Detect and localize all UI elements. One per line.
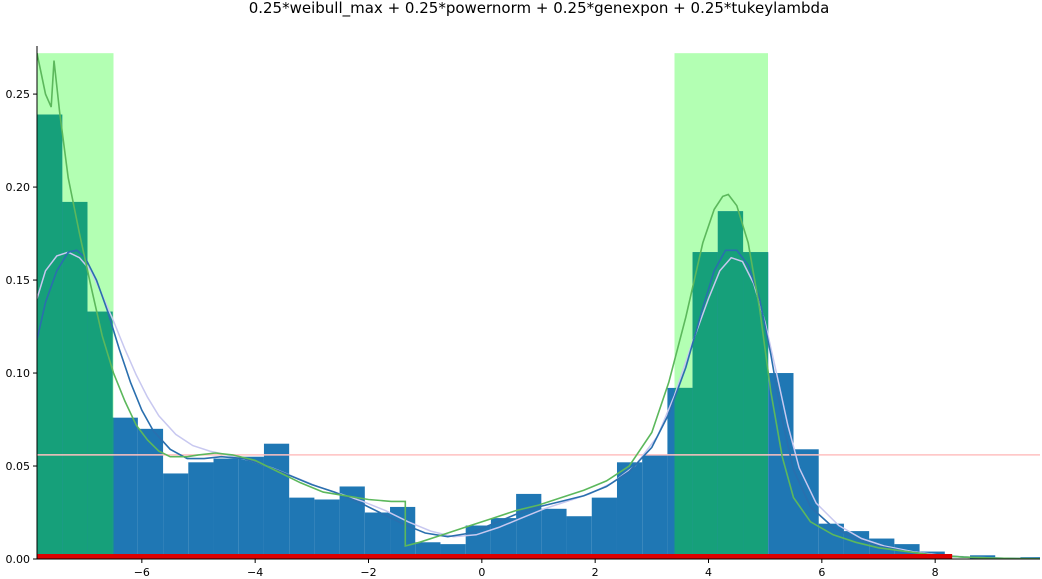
- density-curve-blue: [37, 249, 1040, 559]
- plot-content: [37, 53, 1040, 559]
- histogram-bar: [188, 462, 214, 559]
- histogram-bar: [541, 508, 567, 559]
- x-tick-label: 6: [818, 566, 825, 579]
- histogram-bar: [289, 497, 315, 559]
- histogram-bar-overlap: [674, 387, 693, 559]
- x-tick-label: −2: [360, 566, 376, 579]
- histogram-bar-overlap: [743, 252, 768, 559]
- histogram-bar-overlap: [112, 417, 114, 559]
- histogram-bar: [213, 458, 239, 559]
- histogram-bar: [314, 499, 340, 559]
- y-tick-label: 0.20: [6, 181, 31, 194]
- histogram-bar: [137, 428, 164, 559]
- x-tick-label: −6: [134, 566, 150, 579]
- y-tick-label: 0.10: [6, 367, 31, 380]
- rug-marks: [37, 554, 953, 559]
- x-tick-label: 8: [932, 566, 939, 579]
- histogram-bar: [490, 518, 517, 559]
- histogram-bar: [616, 462, 643, 559]
- y-tick-label: 0.00: [6, 553, 31, 566]
- histogram-bar: [238, 456, 264, 559]
- plot-area: −6 −4 −2 0 2 4 6 8 0.00 0.05 0.10 0.15 0.20 0.25: [6, 46, 1040, 579]
- histogram-bar: [516, 493, 542, 559]
- y-tick-label: 0.15: [6, 274, 31, 287]
- histogram-bar-overlap: [87, 311, 113, 559]
- histogram-bar: [642, 454, 668, 559]
- histogram-bar-overlap: [717, 211, 744, 559]
- histogram-bar: [566, 516, 592, 559]
- histogram-bar-overlap: [37, 114, 63, 559]
- density-curve-lavender: [37, 251, 1040, 559]
- y-tick-label: 0.25: [6, 88, 31, 101]
- x-tick-label: 2: [592, 566, 599, 579]
- density-curve-green: [37, 53, 1040, 559]
- x-tick-label: 4: [705, 566, 712, 579]
- histogram-bar: [591, 497, 617, 559]
- y-tick-label: 0.05: [6, 460, 31, 473]
- histogram-bar-overlap: [692, 252, 718, 559]
- chart-title: 0.25*weibull_max + 0.25*powernorm + 0.25…: [249, 0, 830, 18]
- histogram-bar: [263, 443, 290, 559]
- x-tick-label: 0: [478, 566, 485, 579]
- histogram-bar: [364, 512, 391, 559]
- histogram-bar: [163, 473, 189, 559]
- x-tick-label: −4: [247, 566, 263, 579]
- histogram-bar: [112, 417, 138, 559]
